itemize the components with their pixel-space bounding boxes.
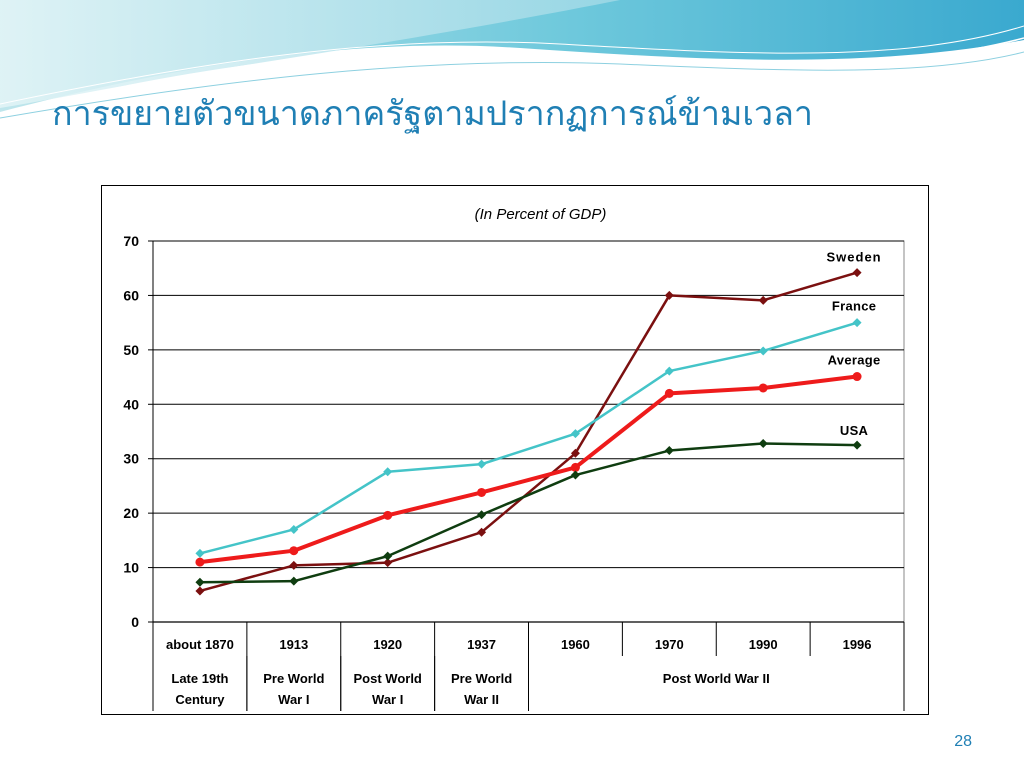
data-point-france — [195, 548, 205, 558]
y-tick-label: 40 — [123, 396, 139, 412]
data-point-usa — [570, 470, 580, 480]
y-tick-label: 30 — [123, 451, 139, 467]
x-tick-label: 1990 — [749, 637, 778, 652]
x-tick-label: 1960 — [561, 637, 590, 652]
x-group-label: Post World War II — [663, 671, 770, 686]
x-group-label: War I — [278, 692, 309, 707]
x-group-label: War I — [372, 692, 403, 707]
x-tick-label: 1937 — [467, 637, 496, 652]
data-point-sweden — [477, 527, 487, 537]
x-group-label: Late 19th — [171, 671, 228, 686]
data-point-average — [664, 388, 674, 398]
data-point-usa — [477, 510, 487, 520]
data-point-france — [383, 467, 393, 477]
data-point-average — [477, 487, 487, 497]
data-point-usa — [289, 576, 299, 586]
series-line-france — [199, 321, 858, 555]
data-point-sweden — [758, 295, 768, 305]
page-number: 28 — [954, 733, 972, 750]
series-line-usa — [199, 442, 858, 584]
data-point-france — [664, 366, 674, 376]
y-tick-label: 50 — [123, 342, 139, 358]
data-point-average — [570, 462, 580, 472]
y-tick-label: 0 — [131, 614, 139, 630]
decorative-header-waves — [0, 0, 1024, 119]
x-group-label: Post World — [354, 671, 422, 686]
x-tick-label: 1920 — [373, 637, 402, 652]
x-tick-label: 1970 — [655, 637, 684, 652]
data-point-sweden — [570, 448, 580, 458]
series-label-sweden: Sweden — [827, 250, 882, 265]
data-point-usa — [664, 446, 674, 456]
x-group-label: Century — [175, 692, 225, 707]
chart-frame: (In Percent of GDP) 0 10 20 30 40 50 60 70 about … — [101, 185, 929, 715]
data-point-average — [852, 372, 862, 382]
data-point-sweden — [664, 290, 674, 300]
data-point-france — [852, 318, 862, 328]
x-tick-label: 1913 — [279, 637, 308, 652]
data-point-france — [758, 346, 768, 356]
slide-title: การขยายตัวขนาดภาครัฐตามปรากฏการณ์ข้ามเวล… — [52, 94, 814, 134]
data-point-france — [570, 429, 580, 439]
data-point-sweden — [289, 560, 299, 570]
data-point-sweden — [195, 586, 205, 596]
data-point-sweden — [852, 268, 862, 278]
series-line-sweden — [199, 271, 858, 593]
data-point-usa — [195, 577, 205, 587]
data-point-average — [758, 383, 768, 393]
x-group-label: Pre World — [263, 671, 324, 686]
data-point-usa — [758, 438, 768, 448]
chart-title: (In Percent of GDP) — [475, 206, 607, 223]
data-point-average — [195, 557, 205, 567]
series-line-average — [199, 374, 858, 565]
plot-area-border — [152, 240, 905, 623]
line-chart: (In Percent of GDP) 0 10 20 30 40 50 60 70 about … — [123, 206, 905, 711]
y-tick-label: 10 — [123, 560, 139, 576]
data-point-france — [477, 459, 487, 469]
data-point-usa — [852, 440, 862, 450]
data-point-average — [289, 546, 299, 556]
data-point-sweden — [383, 558, 393, 568]
x-group-label: Pre World — [451, 671, 512, 686]
x-tick-label: 1996 — [843, 637, 872, 652]
data-point-usa — [383, 551, 393, 561]
y-tick-label: 20 — [123, 505, 139, 521]
series-label-france: France — [832, 299, 876, 314]
y-tick-label: 60 — [123, 287, 139, 303]
series-label-usa: USA — [840, 423, 869, 438]
y-tick-label: 70 — [123, 233, 139, 249]
x-group-label: War II — [464, 692, 499, 707]
data-point-average — [383, 510, 393, 520]
x-tick-label: about 1870 — [166, 637, 234, 652]
series-label-average: Average — [828, 353, 881, 368]
data-point-france — [289, 524, 299, 534]
